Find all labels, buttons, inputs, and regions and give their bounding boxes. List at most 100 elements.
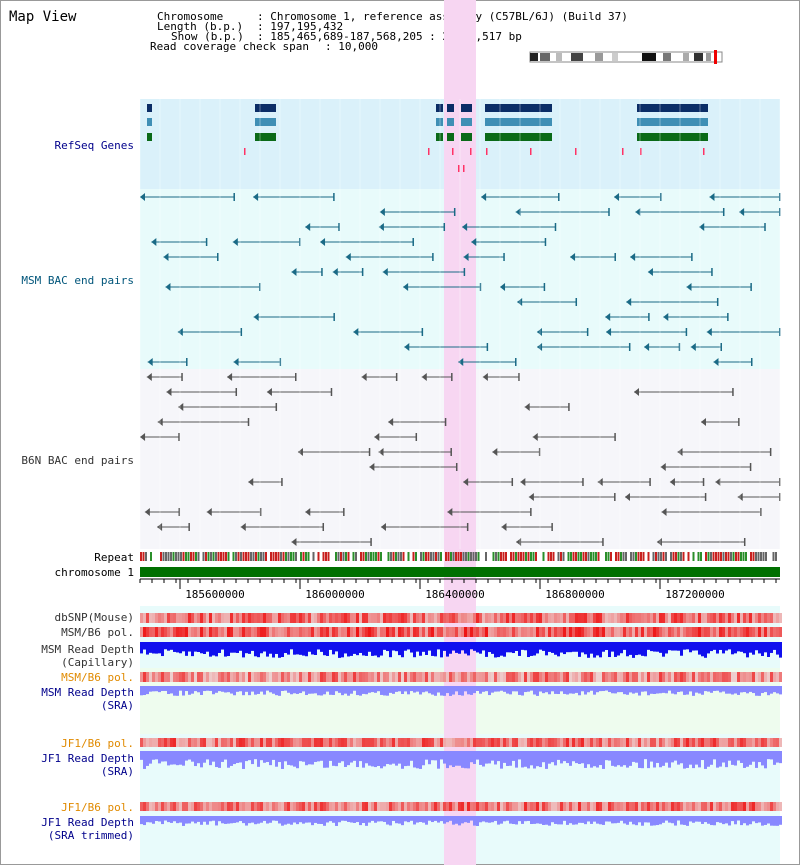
track-label-msm-bac[interactable]: MSM BAC end pairs: [21, 274, 134, 287]
read-depth-bar: [650, 816, 653, 826]
heatmap-cell: [200, 738, 203, 747]
read-depth-bar: [539, 816, 542, 824]
track-label-jf1-trim[interactable]: JF1 Read Depth: [41, 816, 134, 829]
heatmap-cell: [473, 672, 476, 682]
read-depth-bar: [734, 816, 737, 825]
heatmap-cell: [515, 627, 518, 637]
read-depth-bar: [491, 751, 494, 761]
read-depth-bar: [260, 642, 263, 654]
read-depth-tracks: [140, 642, 782, 826]
heatmap-cell: [269, 613, 272, 623]
read-depth-bar: [443, 816, 446, 824]
track-label-jf1-b6-pol[interactable]: JF1/B6 pol.: [61, 737, 134, 750]
heatmap-cell: [524, 738, 527, 747]
read-depth-bar: [650, 686, 653, 694]
read-depth-bar: [248, 686, 251, 696]
heatmap-cell: [719, 627, 722, 637]
heatmap-cell: [647, 738, 650, 747]
read-depth-bar: [233, 686, 236, 696]
heatmap-cell: [269, 672, 272, 682]
heatmap-cell: [431, 672, 434, 682]
read-depth-bar: [167, 751, 170, 766]
read-depth-bar: [230, 816, 233, 824]
heatmap-cell: [377, 802, 380, 811]
heatmap-cell: [638, 802, 641, 811]
heatmap-cell: [350, 627, 353, 637]
read-depth-bar: [206, 686, 209, 691]
heatmap-cell: [188, 738, 191, 747]
heatmap-cell: [281, 802, 284, 811]
heatmap-cell: [602, 738, 605, 747]
read-depth-bar: [383, 816, 386, 822]
heatmap-cell: [626, 627, 629, 637]
heatmap-cell: [434, 738, 437, 747]
repeat-block: [152, 552, 155, 561]
heatmap-cell: [641, 613, 644, 623]
read-depth-bar: [197, 751, 200, 764]
heatmap-cell: [320, 672, 323, 682]
read-depth-bar: [404, 686, 407, 692]
track-label-refseq[interactable]: RefSeq Genes: [54, 139, 134, 152]
heatmap-cell: [308, 802, 311, 811]
read-depth-bar: [635, 816, 638, 826]
heatmap-cell: [287, 738, 290, 747]
read-depth-bar: [683, 642, 686, 650]
heatmap-cell: [677, 672, 680, 682]
read-depth-bar: [539, 686, 542, 692]
read-depth-bar: [344, 686, 347, 694]
ideogram-band: [530, 53, 538, 61]
heatmap-cell: [527, 672, 530, 682]
read-depth-bar: [476, 686, 479, 691]
heatmap-cell: [347, 613, 350, 623]
track-label-msm-depth-cap-sub: (Capillary): [61, 656, 134, 669]
heatmap-cell: [485, 613, 488, 623]
track-label-msm-depth-sra[interactable]: MSM Read Depth: [41, 686, 134, 699]
heatmap-cell: [674, 672, 677, 682]
heatmap-cell: [569, 672, 572, 682]
heatmap-cell: [224, 802, 227, 811]
b6n-pair-end: [178, 508, 181, 516]
heatmap-cell: [614, 802, 617, 811]
heatmap-cell: [575, 802, 578, 811]
gene-arrow: [447, 104, 452, 112]
msm-pair-end: [151, 238, 157, 246]
read-depth-bar: [461, 816, 464, 824]
track-label-msm-b6-pol-2[interactable]: MSM/B6 pol.: [61, 671, 134, 684]
read-depth-bar: [305, 642, 308, 657]
track-label-b6n-bac[interactable]: B6N BAC end pairs: [21, 454, 134, 467]
read-depth-bar: [713, 751, 716, 760]
chromosome-ideogram[interactable]: [529, 50, 723, 64]
read-depth-bar: [311, 751, 314, 765]
repeat-block: [695, 552, 697, 561]
track-label-jf1-depth[interactable]: JF1 Read Depth: [41, 752, 134, 765]
repeat-block: [402, 552, 405, 561]
read-depth-bar: [689, 642, 692, 653]
heatmap-cell: [377, 738, 380, 747]
msm-pair-end: [503, 253, 505, 261]
repeat-block: [477, 552, 480, 561]
repeat-block: [712, 552, 715, 561]
gene-tick: [640, 148, 642, 155]
heatmap-cell: [188, 613, 191, 623]
track-label-msm-depth-cap[interactable]: MSM Read Depth: [41, 643, 134, 656]
track-label-jf1-b6-pol-2[interactable]: JF1/B6 pol.: [61, 801, 134, 814]
heatmap-cell: [569, 627, 572, 637]
heatmap-cell: [389, 672, 392, 682]
read-depth-bar: [476, 751, 479, 760]
repeat-block: [397, 552, 400, 561]
read-depth-bar: [353, 751, 356, 761]
msm-pair-end: [177, 328, 183, 336]
heatmap-cell: [545, 672, 548, 682]
heatmap-cell: [158, 802, 161, 811]
heatmap-cell: [332, 613, 335, 623]
heatmap-cell: [773, 738, 776, 747]
heatmap-cell: [200, 613, 203, 623]
track-label-msm-b6-pol[interactable]: MSM/B6 pol.: [61, 626, 134, 639]
heatmap-cell: [767, 627, 770, 637]
heatmap-cell: [515, 613, 518, 623]
heatmap-cell: [317, 613, 320, 623]
gene-tick: [452, 148, 454, 155]
heatmap-cell: [710, 802, 713, 811]
track-label-dbsnp[interactable]: dbSNP(Mouse): [54, 611, 134, 624]
heatmap-cell: [713, 627, 716, 637]
